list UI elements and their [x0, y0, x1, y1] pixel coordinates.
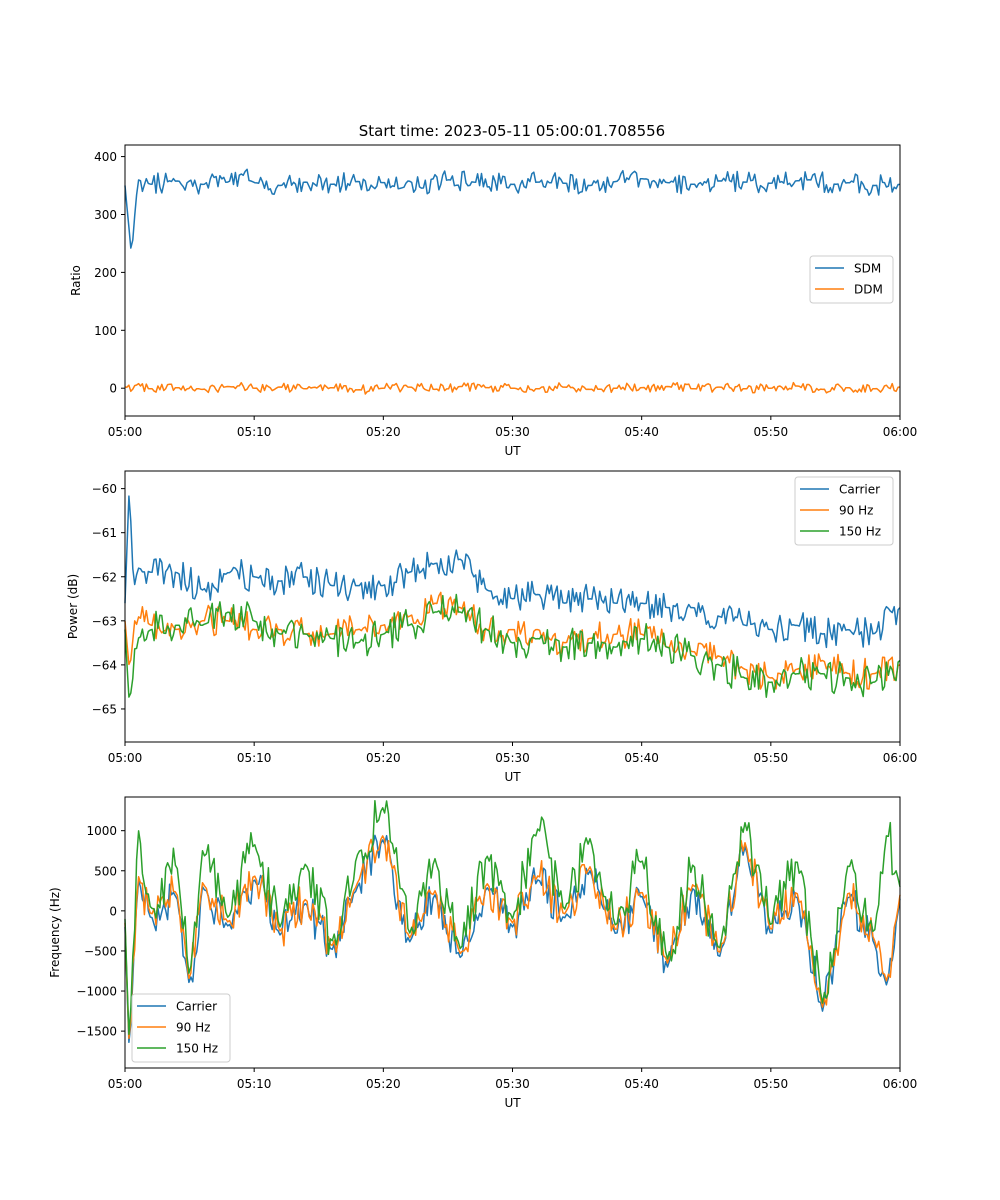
y-tick-label: 300 [94, 208, 117, 222]
y-tick-label: −61 [92, 526, 117, 540]
y-tick-label: −62 [92, 570, 117, 584]
series-line-carrier [124, 495, 901, 649]
series-line-90-hz [124, 835, 901, 1040]
y-tick-label: −64 [92, 658, 117, 672]
series-line-90-hz [124, 591, 901, 690]
x-axis-label: UT [504, 444, 521, 458]
y-axis-label: Power (dB) [66, 574, 80, 639]
x-tick-label: 05:10 [237, 425, 272, 439]
ratio-panel: 05:00 05:10 05:20 05:30 05:40 05:50 06:00 UT 0 10… [69, 144, 918, 458]
legend-label: SDM [854, 262, 881, 276]
x-tick-label: 05:30 [495, 425, 530, 439]
axes-frame [124, 144, 901, 417]
legend [794, 476, 894, 546]
y-tick-label: 0 [109, 904, 117, 918]
x-tick-label: 05:00 [108, 1077, 143, 1091]
y-tick-label: −63 [92, 614, 117, 628]
legend [131, 993, 231, 1063]
series-line-150-hz [124, 799, 901, 1036]
legend-label: 150 Hz [176, 1042, 218, 1056]
frequency-panel: 05:00 05:10 05:20 05:30 05:40 05:50 06:00 UT −15… [48, 796, 918, 1110]
y-tick-label: 100 [94, 324, 117, 338]
y-tick-label: −60 [92, 482, 117, 496]
series-line-150-hz [124, 593, 901, 698]
y-axis-label: Ratio [69, 265, 83, 296]
y-tick-label: −1000 [76, 985, 117, 999]
x-tick-label: 05:00 [108, 425, 143, 439]
figure-title: Start time: 2023-05-11 05:00:01.708556 [359, 122, 665, 140]
legend-label: Carrier [176, 1000, 217, 1014]
x-axis-label: UT [504, 770, 521, 784]
y-tick-label: 0 [109, 382, 117, 396]
x-tick-label: 05:00 [108, 751, 143, 765]
legend-label: 90 Hz [839, 504, 873, 518]
x-tick-label: 05:50 [754, 1077, 789, 1091]
x-tick-label: 05:20 [366, 1077, 401, 1091]
y-tick-label: −1500 [76, 1025, 117, 1039]
x-tick-label: 06:00 [883, 1077, 918, 1091]
x-axis-label: UT [504, 1096, 521, 1110]
y-tick-label: 200 [94, 266, 117, 280]
x-tick-label: 05:50 [754, 425, 789, 439]
x-tick-label: 05:30 [495, 1077, 530, 1091]
x-tick-label: 05:40 [624, 425, 659, 439]
legend-label: DDM [854, 283, 883, 297]
x-tick-label: 05:10 [237, 751, 272, 765]
x-tick-label: 05:20 [366, 425, 401, 439]
x-tick-label: 05:50 [754, 751, 789, 765]
power-panel: 05:00 05:10 05:20 05:30 05:40 05:50 06:00 UT −65… [66, 470, 918, 784]
x-tick-label: 05:40 [624, 1077, 659, 1091]
y-tick-label: −65 [92, 702, 117, 716]
y-axis-label: Frequency (Hz) [48, 887, 62, 978]
x-tick-label: 05:40 [624, 751, 659, 765]
x-tick-label: 05:20 [366, 751, 401, 765]
y-tick-label: −500 [84, 944, 117, 958]
legend-label: 90 Hz [176, 1021, 210, 1035]
x-tick-label: 05:10 [237, 1077, 272, 1091]
x-tick-label: 06:00 [883, 425, 918, 439]
series-line-sdm [124, 168, 901, 249]
y-tick-label: 400 [94, 150, 117, 164]
series-line-carrier [124, 834, 901, 1044]
x-tick-label: 06:00 [883, 751, 918, 765]
axes-frame [124, 796, 901, 1069]
y-tick-label: 1000 [86, 824, 117, 838]
x-tick-label: 05:30 [495, 751, 530, 765]
series-line-ddm [124, 381, 901, 395]
legend-label: Carrier [839, 483, 880, 497]
y-tick-label: 500 [94, 864, 117, 878]
legend-label: 150 Hz [839, 525, 881, 539]
